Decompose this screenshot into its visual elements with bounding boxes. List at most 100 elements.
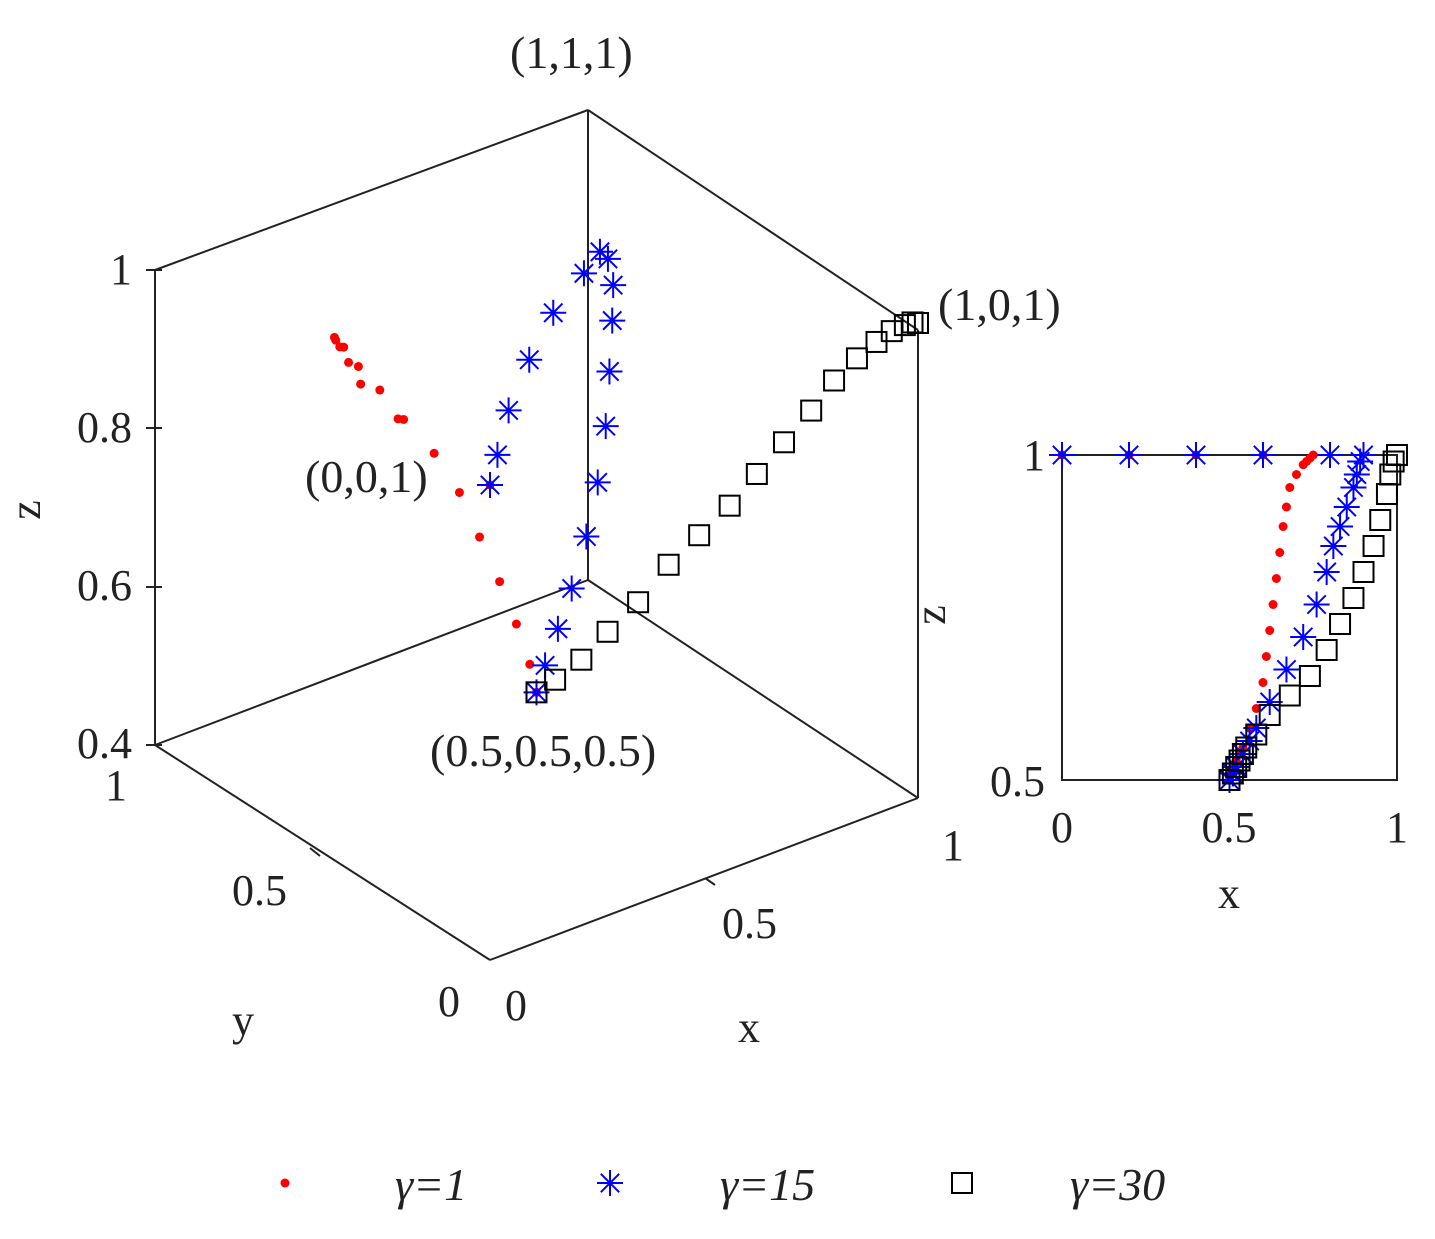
data-point-3d [484,441,511,468]
data-point-2d [1369,509,1392,531]
data-point-2d [1228,749,1251,772]
data-point-2d [1258,704,1281,726]
data-point-3d [845,347,868,370]
x-tick-label: 1 [942,821,964,870]
box-edge [587,109,919,331]
y-tick-label: 1 [105,761,127,810]
data-point-3d [353,361,363,371]
legend: γ=1 γ=15 γ=30 [280,1159,1165,1210]
data-point-2d [1231,743,1254,765]
data-point-3d [627,591,650,614]
data-point-2d [1271,574,1281,583]
data-point-3d [523,679,550,706]
data-point-3d [657,553,680,576]
data-point-3d [773,431,796,454]
z-axis-label: z [906,605,955,625]
data-point-3d [596,358,623,385]
y-tick-label: 0 [438,977,460,1026]
data-point-3d [688,524,711,547]
data-point-3d [495,397,522,424]
y-ticks: 1 0.5 0 [105,761,460,1026]
data-point-2d [1273,656,1300,683]
data-point-2d [1278,522,1288,531]
legend-marker [951,1172,973,1194]
data-point-3d [495,577,505,587]
data-point-2d [1292,470,1301,479]
data-point-2d [1290,624,1317,650]
box-edge [489,797,919,961]
data-point-3d [558,575,585,602]
legend-marker-gamma-15 [597,1170,623,1196]
z-tick-label: 0.4 [77,719,132,768]
data-point-3d [475,532,485,542]
data-point-3d [600,272,627,299]
legend-marker-gamma-1 [280,1178,290,1188]
data-point-2d [1245,723,1268,746]
data-point-3d [570,260,597,287]
y-tick-mark [309,847,321,857]
data-point-3d [745,462,768,485]
plot-3d-marks [329,238,929,706]
data-point-2d [1250,442,1276,468]
data-point-2d [1258,678,1268,687]
data-point-2d [1303,591,1330,618]
legend-label-gamma-15: γ=15 [720,1159,815,1210]
data-point-3d [540,299,567,326]
box-edge [154,109,589,271]
data-point-3d [544,615,571,642]
data-point-3d [544,668,567,691]
legend-marker-gamma-30 [951,1172,973,1194]
z-tick-label: 0.5 [990,757,1045,806]
data-point-2d [1183,442,1209,468]
data-point-2d [1315,639,1338,661]
data-point-3d [596,620,619,643]
data-point-2d [1333,494,1360,520]
data-point-2d [1243,715,1270,741]
data-point-3d [573,523,600,550]
data-point-3d [800,399,823,422]
x-tick-label: 0.5 [1202,803,1257,852]
data-point-2d [1329,613,1352,635]
x-axis-label: x [1218,869,1240,918]
data-point-2d [1308,450,1318,460]
data-point-2d [1278,684,1301,707]
x-tick-label: 0 [1051,803,1073,852]
data-point-3d [429,448,439,458]
data-point-3d [823,369,846,392]
box-edge [154,579,589,746]
box-edge [154,744,491,961]
x-ticks: 0 0.5 1 [505,821,964,1030]
data-point-3d [525,659,535,669]
data-point-2d [1261,652,1271,661]
data-point-3d [511,619,521,629]
data-point-3d [893,314,916,337]
data-point-2d [1256,689,1283,715]
data-point-3d [718,494,741,517]
data-point-2d [1362,535,1385,557]
legend-label-gamma-1: γ=1 [395,1159,467,1210]
data-point-3d [516,346,543,373]
legend-label-gamma-30: γ=30 [1070,1159,1165,1210]
data-point-2d [1317,442,1343,468]
data-point-2d [1352,561,1375,583]
x-tick-label: 0 [505,981,527,1030]
legend-marker [597,1170,623,1196]
data-point-2d [1350,442,1377,468]
box-3d [154,109,919,961]
z-ticks: 0.4 0.6 0.8 1 [77,245,162,768]
data-point-2d [1049,442,1075,468]
z-tick-label: 1 [110,245,132,294]
data-point-2d [1342,587,1365,609]
x-tick-label: 0.5 [722,899,777,948]
annotation-1-0-1: (1,0,1) [938,279,1061,330]
plot-3d: 0.4 0.6 0.8 1 1 0.5 0 0 0.5 1 z y x (1,1… [1,27,1061,1052]
annotation-0-0-1: (0,0,1) [305,451,428,502]
data-point-3d [335,342,345,352]
z-tick-label: 1 [1023,431,1045,480]
data-point-2d [1281,502,1291,512]
data-point-3d [532,652,559,679]
data-point-2d [1275,548,1285,557]
data-point-3d [592,413,619,440]
annotation-half-point: (0.5,0.5,0.5) [430,725,656,776]
data-point-3d [329,332,339,342]
